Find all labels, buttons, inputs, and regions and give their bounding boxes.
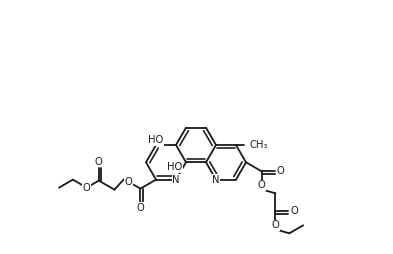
Text: CH₃: CH₃: [250, 140, 268, 150]
Text: O: O: [83, 183, 91, 193]
Text: O: O: [277, 166, 285, 176]
Text: O: O: [125, 177, 132, 187]
Text: O: O: [258, 180, 265, 190]
Text: O: O: [272, 220, 279, 230]
Text: HO: HO: [149, 135, 163, 145]
Text: O: O: [136, 203, 144, 213]
Text: O: O: [290, 206, 298, 216]
Text: N: N: [212, 175, 220, 185]
Text: HO: HO: [167, 162, 182, 172]
Text: N: N: [172, 175, 180, 185]
Text: O: O: [95, 157, 103, 167]
